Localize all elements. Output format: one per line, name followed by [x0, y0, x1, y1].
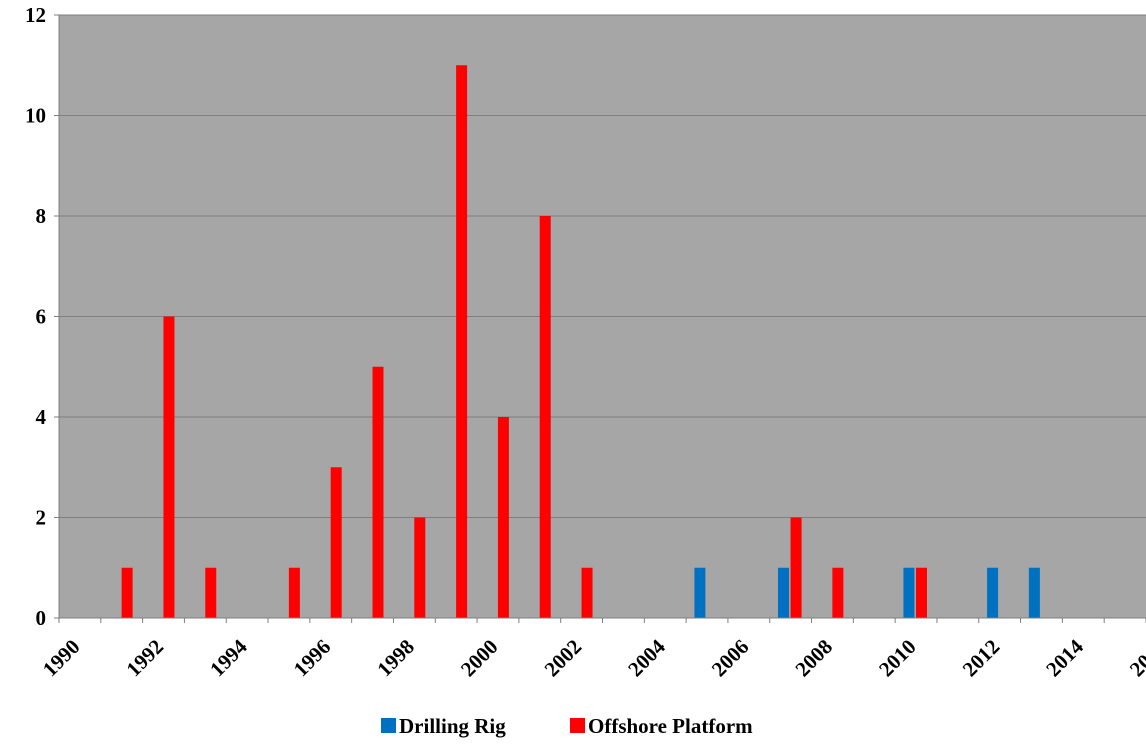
x-tick-label: 2002 [540, 635, 587, 682]
x-tick-label: 1992 [121, 635, 168, 682]
bar-offshore-platform-1996 [330, 467, 342, 618]
bar-offshore-platform-2010 [915, 567, 927, 618]
y-tick-label: 4 [36, 405, 47, 429]
legend-swatch-drilling-rig [381, 718, 396, 733]
bar-drilling-rig-2007 [778, 567, 790, 618]
bar-drilling-rig-2005 [694, 567, 706, 618]
y-tick-label: 12 [25, 3, 46, 27]
x-tick-label: 1996 [289, 635, 336, 682]
legend-swatch-offshore-platform [570, 718, 585, 733]
bar-offshore-platform-1997 [372, 366, 384, 618]
x-tick-label: 2008 [790, 635, 837, 682]
x-tick-label: 2004 [623, 634, 670, 681]
y-tick-label: 0 [36, 606, 47, 630]
bar-offshore-platform-2001 [539, 216, 551, 618]
x-tick-label: 2006 [707, 635, 754, 682]
y-tick-label: 2 [36, 506, 47, 530]
x-tick-label: 2012 [958, 635, 1005, 682]
bar-offshore-platform-1993 [205, 567, 217, 618]
gridlines [59, 14, 1146, 518]
bar-offshore-platform-1999 [456, 65, 468, 618]
legend-label-offshore-platform: Offshore Platform [588, 714, 753, 738]
bar-offshore-platform-2007 [790, 517, 802, 618]
bar-offshore-platform-2000 [497, 417, 509, 618]
x-tick-label: 1990 [38, 635, 85, 682]
x-tick-label: 2010 [874, 635, 921, 682]
bar-drilling-rig-2010 [903, 567, 915, 618]
bar-drilling-rig-2012 [987, 567, 999, 618]
x-tick-label: 1994 [205, 634, 252, 681]
bar-offshore-platform-2002 [581, 567, 593, 618]
x-tick-label: 2000 [456, 635, 503, 682]
bar-offshore-platform-1995 [288, 567, 300, 618]
y-tick-label: 8 [36, 204, 47, 228]
bar-offshore-platform-2008 [832, 567, 844, 618]
bars [121, 65, 1040, 618]
bar-offshore-platform-1998 [414, 517, 426, 618]
x-tick-label: 2014 [1041, 634, 1088, 681]
y-tick-label: 10 [25, 104, 46, 128]
legend: Drilling Rig Offshore Platform [381, 714, 753, 738]
y-tick-label: 6 [36, 305, 47, 329]
bar-offshore-platform-1992 [163, 316, 175, 618]
x-tick-label: 1998 [372, 635, 419, 682]
bar-offshore-platform-1991 [121, 567, 133, 618]
legend-label-drilling-rig: Drilling Rig [399, 714, 506, 738]
x-tick-label: 2016 [1125, 635, 1146, 682]
bar-drilling-rig-2013 [1028, 567, 1040, 618]
